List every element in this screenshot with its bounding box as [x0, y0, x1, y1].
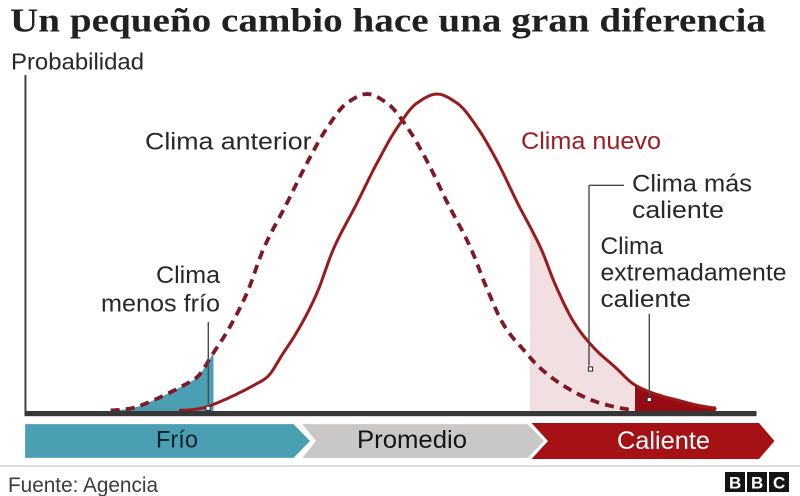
svg-text:extremadamente: extremadamente	[601, 260, 787, 287]
svg-text:B: B	[751, 474, 763, 493]
svg-text:Clima: Clima	[601, 233, 664, 260]
svg-text:Un pequeño cambio hace una gra: Un pequeño cambio hace una gran diferenc…	[10, 3, 766, 40]
svg-text:caliente: caliente	[601, 286, 692, 313]
svg-text:Caliente: Caliente	[617, 427, 710, 455]
svg-text:Clima más: Clima más	[632, 171, 752, 198]
svg-text:menos frío: menos frío	[101, 291, 220, 318]
svg-text:Probabilidad: Probabilidad	[11, 49, 144, 75]
svg-text:C: C	[773, 474, 785, 493]
svg-text:Fuente: Agencia: Fuente: Agencia	[8, 474, 158, 496]
svg-text:Clima: Clima	[156, 262, 221, 289]
svg-text:Clima nuevo: Clima nuevo	[521, 128, 661, 155]
svg-text:Frío: Frío	[156, 427, 198, 454]
svg-text:Clima anterior: Clima anterior	[145, 129, 312, 156]
svg-text:B: B	[729, 474, 741, 493]
svg-text:Promedio: Promedio	[357, 426, 467, 454]
svg-text:caliente: caliente	[632, 197, 724, 224]
